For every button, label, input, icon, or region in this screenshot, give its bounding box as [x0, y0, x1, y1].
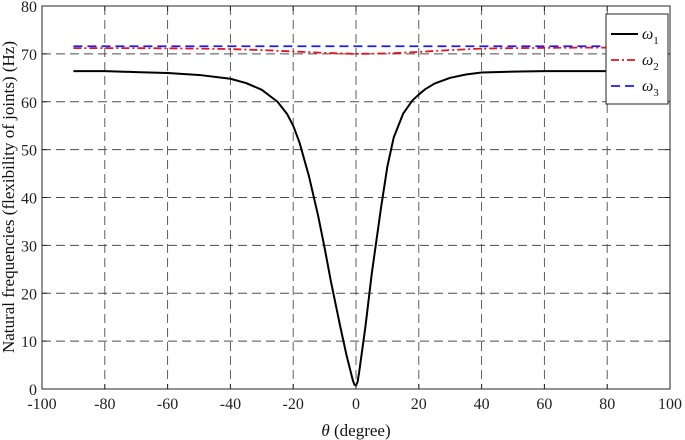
x-tick-label: 80 — [599, 396, 615, 413]
x-axis-symbol: θ — [321, 421, 329, 440]
x-axis-title: θ (degree) — [321, 421, 390, 440]
legend-entry: ω3 — [642, 78, 659, 99]
x-tick-label: 40 — [474, 396, 490, 413]
axis-ticks — [41, 5, 671, 390]
legend-entry: ω2 — [642, 52, 659, 73]
y-tick-label: 20 — [21, 286, 37, 303]
x-tick-label: -60 — [157, 396, 178, 413]
legend-entry: ω1 — [642, 26, 659, 47]
y-tick-label: 40 — [21, 191, 37, 208]
x-tick-label: -40 — [220, 396, 241, 413]
x-tick-label: -80 — [94, 396, 115, 413]
x-tick-label: 0 — [352, 396, 360, 413]
y-tick-label: 60 — [21, 95, 37, 112]
y-axis-title: Natural frequencies (flexibility of join… — [0, 41, 18, 353]
y-tick-label: 70 — [21, 47, 37, 64]
x-tick-label: 60 — [536, 396, 552, 413]
tick-labels: -100 -80 -60 -40 -20 0 20 40 60 80 100 0 10 20 30 40 50 6… — [21, 0, 682, 413]
y-tick-label: 0 — [29, 382, 37, 399]
y-tick-label: 50 — [21, 143, 37, 160]
x-axis-title-text: (degree) — [330, 421, 391, 440]
grid-lines — [42, 6, 670, 389]
y-tick-label: 10 — [21, 334, 37, 351]
y-tick-label: 80 — [21, 0, 37, 16]
y-tick-label: 30 — [21, 238, 37, 255]
x-tick-label: -20 — [283, 396, 304, 413]
x-tick-label: -100 — [27, 396, 56, 413]
legend-box — [605, 13, 669, 105]
x-tick-label: 20 — [411, 396, 427, 413]
x-tick-label: 100 — [658, 396, 682, 413]
legend: ω1 ω2 ω3 — [605, 13, 669, 105]
